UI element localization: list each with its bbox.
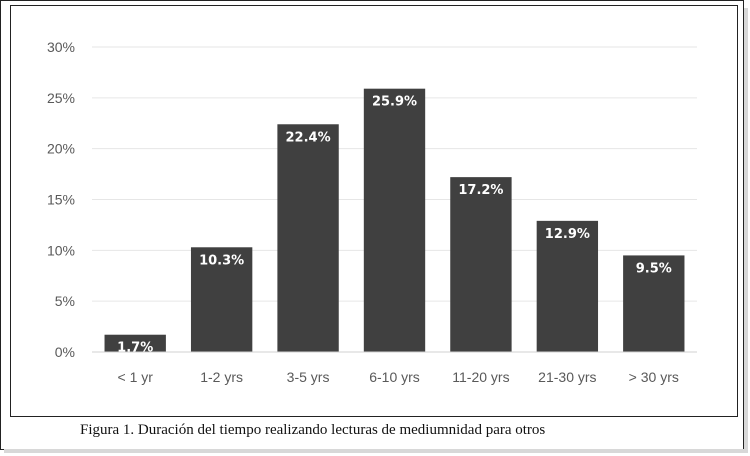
y-tick-label: 0% xyxy=(55,344,75,360)
frame-shadow xyxy=(744,8,748,450)
data-label: 22.4% xyxy=(286,130,331,145)
data-label: 12.9% xyxy=(545,227,590,242)
figure-caption: Figura 1. Duración del tiempo realizando… xyxy=(80,422,546,438)
bar xyxy=(104,334,166,352)
bar xyxy=(277,124,339,353)
x-tick-label: 11-20 yrs xyxy=(452,369,509,385)
y-tick-label: 10% xyxy=(47,242,75,258)
data-label: 10.3% xyxy=(199,253,244,268)
x-axis-ticks: < 1 yr 1-2 yrs 3-5 yrs 6-10 yrs 11-20 yrs 21-… xyxy=(118,369,679,385)
y-tick-label: 30% xyxy=(47,39,75,55)
bar xyxy=(623,255,685,352)
y-tick-label: 15% xyxy=(47,192,75,208)
frame-shadow xyxy=(4,449,748,453)
x-tick-label: 1-2 yrs xyxy=(200,369,243,385)
y-axis-ticks: 0% 5% 10% 15% 20% 25% 30% xyxy=(47,39,75,360)
x-tick-label: > 30 yrs xyxy=(629,369,679,385)
x-tick-label: 3-5 yrs xyxy=(287,369,330,385)
data-label: 9.5% xyxy=(636,261,672,276)
y-tick-label: 20% xyxy=(47,141,75,157)
data-label: 25.9% xyxy=(372,95,417,110)
x-tick-label: 21-30 yrs xyxy=(538,369,596,385)
bar xyxy=(190,247,253,352)
data-label: 1.7% xyxy=(117,341,153,356)
bar xyxy=(450,177,512,352)
bar xyxy=(536,220,599,352)
x-tick-label: < 1 yr xyxy=(118,369,154,385)
y-tick-label: 25% xyxy=(47,90,75,106)
data-label: 17.2% xyxy=(458,183,503,198)
bars: 1.7% 10.3% 22.4% 25.9% 17.2% 12.9% 9.5% xyxy=(104,88,685,356)
bar xyxy=(363,88,426,352)
y-tick-label: 5% xyxy=(55,293,75,309)
x-tick-label: 6-10 yrs xyxy=(369,369,420,385)
